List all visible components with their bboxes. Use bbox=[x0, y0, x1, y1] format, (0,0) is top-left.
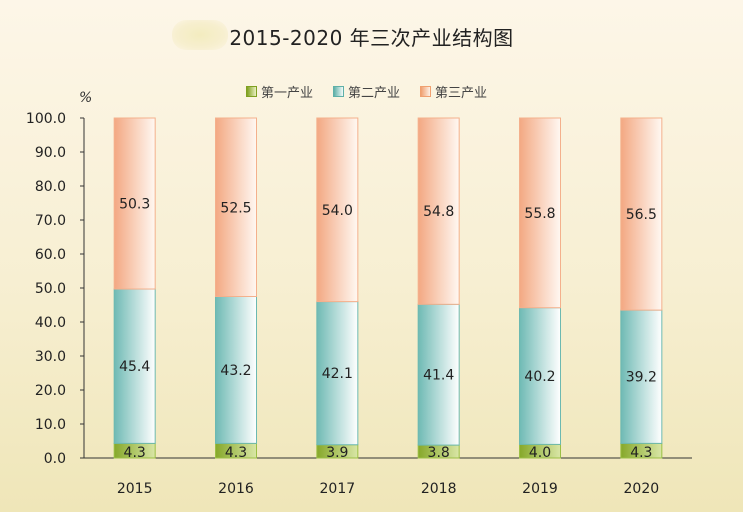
legend-swatch-secondary bbox=[333, 86, 345, 97]
bar-value-label: 55.8 bbox=[524, 206, 555, 222]
bar-segment bbox=[417, 117, 460, 305]
y-tick-label: 70.0 bbox=[35, 213, 66, 229]
bar-segment bbox=[316, 117, 359, 303]
y-tick-label: 10.0 bbox=[35, 417, 66, 433]
x-tick-label: 2018 bbox=[421, 481, 457, 497]
title-decoration bbox=[172, 20, 228, 50]
legend-item-tertiary: 第三产业 bbox=[420, 82, 487, 101]
y-tick-label: 40.0 bbox=[35, 315, 66, 331]
bar-value-label: 50.3 bbox=[119, 197, 150, 213]
bar-segment bbox=[519, 117, 561, 309]
bar-value-label: 54.8 bbox=[423, 204, 454, 220]
y-tick-label: 50.0 bbox=[35, 281, 66, 297]
y-tick-label: 80.0 bbox=[35, 179, 66, 195]
bar-value-label: 4.3 bbox=[225, 445, 247, 461]
legend-label-tertiary: 第三产业 bbox=[435, 86, 488, 101]
y-axis-unit: % bbox=[79, 90, 93, 106]
y-tick-label: 90.0 bbox=[35, 145, 66, 161]
bar-segment bbox=[113, 117, 156, 290]
x-tick-label: 2015 bbox=[117, 481, 153, 497]
x-tick-label: 2016 bbox=[218, 481, 254, 497]
legend-swatch-tertiary bbox=[420, 86, 432, 97]
bar-segment bbox=[215, 296, 257, 444]
bar-value-label: 4.0 bbox=[529, 445, 551, 461]
bar-value-label: 3.9 bbox=[326, 445, 348, 461]
y-tick-label: 60.0 bbox=[35, 247, 66, 263]
bar-value-label: 45.4 bbox=[119, 359, 150, 375]
legend-swatch-primary bbox=[246, 86, 257, 97]
bar-segment bbox=[316, 301, 359, 446]
bar-segment bbox=[620, 117, 663, 311]
chart-title: 2015-2020 年三次产业结构图 bbox=[229, 26, 514, 50]
bar-value-label: 40.2 bbox=[524, 369, 555, 385]
x-tick-label: 2020 bbox=[624, 481, 660, 497]
x-tick-label: 2017 bbox=[320, 481, 356, 497]
bar-segment bbox=[113, 288, 156, 444]
legend: 第一产业 第二产业 第三产业 bbox=[246, 82, 487, 101]
bar-value-label: 41.4 bbox=[423, 368, 454, 384]
bar-value-label: 39.2 bbox=[626, 370, 657, 386]
y-tick-label: 0.0 bbox=[44, 451, 66, 467]
bar-value-label: 3.8 bbox=[428, 445, 450, 461]
bar-value-label: 4.3 bbox=[630, 445, 652, 461]
legend-label-secondary: 第二产业 bbox=[348, 86, 401, 101]
bar-value-label: 42.1 bbox=[322, 366, 353, 382]
y-tick-label: 20.0 bbox=[35, 383, 66, 399]
bar-value-label: 54.0 bbox=[322, 203, 353, 219]
x-tick-label: 2019 bbox=[522, 481, 558, 497]
bar-value-label: 43.2 bbox=[220, 363, 251, 379]
y-tick-label: 100.0 bbox=[26, 111, 66, 127]
legend-item-primary: 第一产业 bbox=[246, 82, 313, 101]
legend-item-secondary: 第二产业 bbox=[333, 82, 400, 101]
bar-segment bbox=[620, 309, 663, 444]
y-tick-label: 30.0 bbox=[35, 349, 66, 365]
bar-value-label: 52.5 bbox=[220, 200, 251, 216]
bar-segment bbox=[215, 117, 257, 297]
bar-value-label: 4.3 bbox=[124, 445, 146, 461]
legend-label-primary: 第一产业 bbox=[261, 86, 314, 101]
bar-value-label: 56.5 bbox=[626, 207, 657, 223]
